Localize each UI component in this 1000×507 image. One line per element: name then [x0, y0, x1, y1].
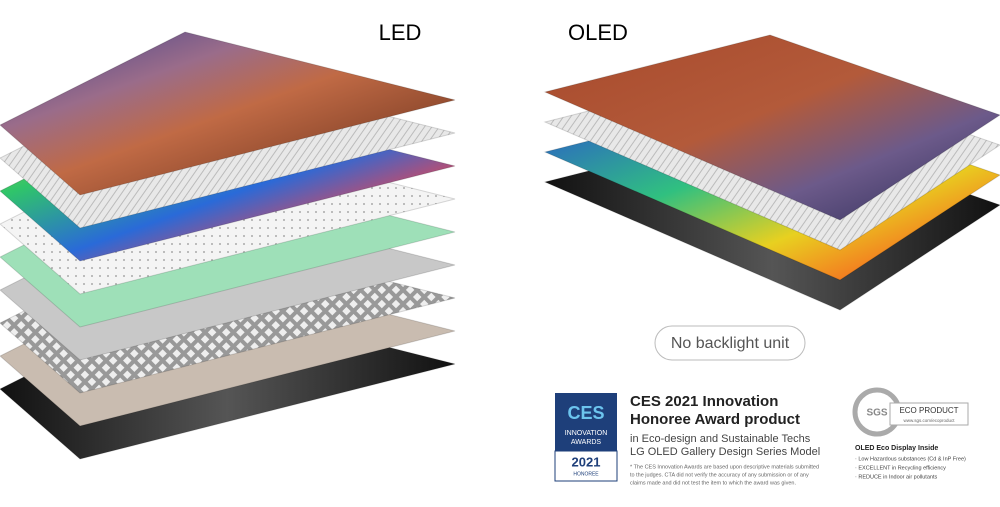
- oled-heading: OLED: [568, 20, 628, 45]
- ces-title: Honoree Award product: [630, 411, 800, 428]
- layer: [0, 31, 456, 196]
- sgs-label: ECO PRODUCT: [899, 406, 958, 415]
- layer: [543, 34, 1000, 221]
- ces-line: AWARDS: [571, 439, 602, 446]
- ces-note: claims made and did not test the item to…: [630, 480, 796, 486]
- ces-note: * The CES Innovation Awards are based up…: [630, 464, 819, 470]
- callout: No backlight unit: [671, 335, 790, 352]
- oled-stack: [543, 34, 1000, 311]
- led-heading: LED: [379, 20, 422, 45]
- sgs-badge: SGS ECO PRODUCT www.sgs.com/ecoproduct: [852, 387, 969, 437]
- sgs-item: · Low Hazardous substances (Cd & InP Fre…: [855, 456, 966, 462]
- ces-status: HONOREE: [573, 471, 599, 477]
- sgs-url: www.sgs.com/ecoproduct: [903, 418, 955, 423]
- ces-note: to the judges. CTA did not verify the ac…: [630, 472, 809, 478]
- sgs-logo: SGS: [866, 408, 887, 419]
- led-stack: [0, 31, 456, 460]
- callout-box: [654, 325, 806, 361]
- ces-sub: LG OLED Gallery Design Series Model: [630, 446, 820, 458]
- ces-logo: CES: [567, 403, 604, 423]
- ces-line: INNOVATION: [565, 430, 608, 437]
- ces-title: CES 2021 Innovation: [630, 393, 778, 410]
- ces-sub: in Eco-design and Sustainable Techs: [630, 433, 811, 445]
- ces-year: 2021: [572, 454, 601, 469]
- ces-badge: CES INNOVATION AWARDS 2021 HONOREE: [554, 393, 618, 482]
- sgs-title: OLED Eco Display Inside: [855, 445, 938, 452]
- sgs-item: · REDUCE in Indoor air pollutants: [855, 474, 937, 480]
- sgs-item: · EXCELLENT in Recycling efficiency: [855, 465, 946, 471]
